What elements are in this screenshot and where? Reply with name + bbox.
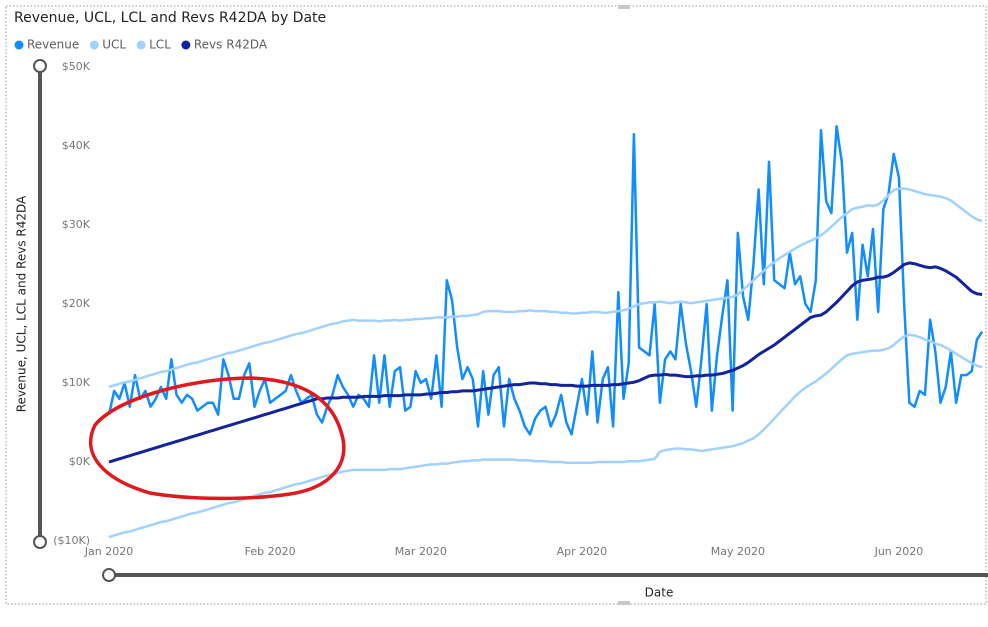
legend: Revenue UCL LCL Revs R42DA bbox=[14, 38, 268, 52]
series-line bbox=[107, 125, 984, 436]
y-zoom-handle[interactable] bbox=[33, 535, 47, 549]
x-tick-label: May 2020 bbox=[711, 545, 765, 558]
legend-marker bbox=[181, 40, 191, 50]
legend-marker bbox=[136, 40, 146, 50]
resize-handle[interactable] bbox=[618, 5, 630, 9]
legend-label: UCL bbox=[102, 38, 126, 52]
x-tick-label: Jun 2020 bbox=[874, 545, 924, 558]
y-tick-label: $50K bbox=[62, 60, 91, 73]
legend-label: Revenue bbox=[27, 38, 79, 52]
series-line bbox=[108, 261, 983, 464]
x-zoom-handle[interactable] bbox=[102, 568, 116, 582]
series-line bbox=[108, 333, 983, 539]
x-tick-label: Apr 2020 bbox=[557, 545, 608, 558]
legend-marker bbox=[89, 40, 99, 50]
legend-marker bbox=[14, 40, 24, 50]
x-tick-label: Jan 2020 bbox=[84, 545, 133, 558]
legend-label: Revs R42DA bbox=[194, 38, 268, 52]
chart-title: Revenue, UCL, LCL and Revs R42DA by Date bbox=[14, 10, 326, 26]
x-tick-label: Mar 2020 bbox=[395, 545, 447, 558]
y-tick-label: $40K bbox=[62, 139, 91, 152]
y-axis-title: Revenue, UCL, LCL and Revs R42DA bbox=[15, 195, 29, 412]
y-tick-label: $30K bbox=[62, 218, 91, 231]
plot-area bbox=[107, 125, 984, 539]
legend-label: LCL bbox=[149, 38, 171, 52]
y-zoom-handle[interactable] bbox=[33, 59, 47, 73]
resize-handle[interactable] bbox=[618, 601, 630, 605]
x-axis-title: Date bbox=[645, 586, 674, 600]
series-line bbox=[108, 187, 983, 389]
y-tick-label: ($10K) bbox=[53, 534, 90, 547]
y-tick-label: $0K bbox=[69, 455, 91, 468]
hand-drawn-annotation bbox=[88, 376, 346, 501]
x-tick-label: Feb 2020 bbox=[245, 545, 296, 558]
visual-border bbox=[5, 5, 987, 605]
y-tick-label: $20K bbox=[62, 297, 91, 310]
y-tick-label: $10K bbox=[62, 376, 91, 389]
